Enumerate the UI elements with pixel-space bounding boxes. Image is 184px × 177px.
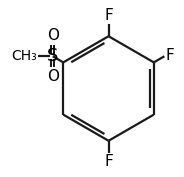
Text: S: S: [47, 47, 58, 65]
Text: F: F: [104, 154, 113, 169]
Text: CH₃: CH₃: [11, 49, 37, 63]
Text: O: O: [47, 28, 59, 43]
Text: F: F: [104, 8, 113, 23]
Text: F: F: [166, 48, 174, 63]
Text: O: O: [47, 69, 59, 84]
